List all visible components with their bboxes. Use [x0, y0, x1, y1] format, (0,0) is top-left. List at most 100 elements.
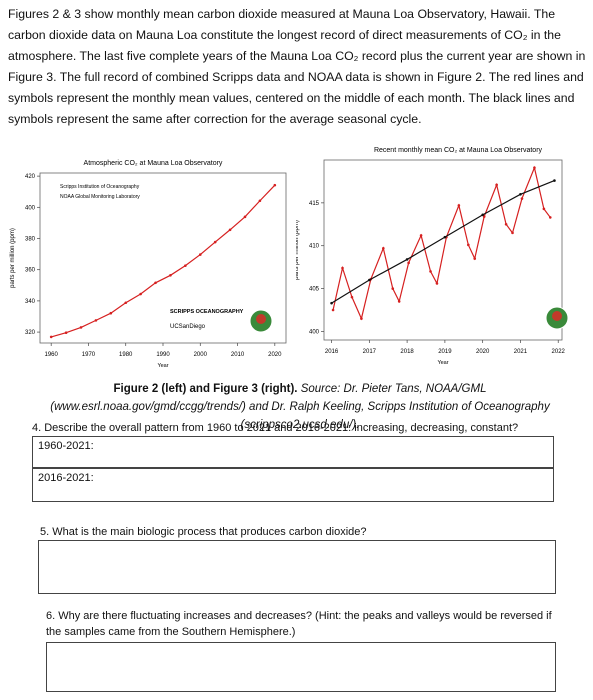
- series-line: [332, 165, 551, 321]
- x-label: Year: [437, 360, 448, 366]
- x-tick-label: 1990: [156, 352, 170, 358]
- annotation: SCRIPPS OCEANOGRAPHY: [170, 309, 244, 315]
- series-point: [407, 261, 410, 265]
- plot-frame: [323, 159, 563, 341]
- y-tick-label: 405: [309, 287, 320, 293]
- answer-box[interactable]: [46, 642, 556, 692]
- chart-title: Atmospheric CO₂ at Mauna Loa Observatory: [84, 160, 223, 167]
- series-point: [553, 179, 556, 182]
- x-tick-label: 2021: [514, 349, 528, 355]
- series-point: [419, 234, 423, 237]
- series-point: [139, 292, 142, 296]
- series-point: [533, 166, 536, 170]
- annotation: Scripps Institution of Oceanography: [60, 184, 140, 190]
- annotation: UCSanDiego: [170, 324, 206, 330]
- y-tick-label: 410: [309, 244, 320, 250]
- y-tick-label: 400: [309, 329, 320, 335]
- series-point: [341, 266, 344, 270]
- series-point: [504, 222, 508, 226]
- x-tick-label: 2010: [231, 352, 245, 358]
- y-tick-label: 320: [25, 330, 36, 336]
- question: 5. What is the main biologic process tha…: [40, 526, 367, 538]
- y-tick-label: 360: [25, 268, 36, 274]
- series-point: [94, 319, 98, 322]
- caption-text: Source: Dr. Pieter Tans, NOAA/GML (www.e…: [50, 383, 550, 431]
- series-point: [473, 257, 477, 260]
- series-point: [243, 215, 247, 219]
- x-tick-label: 2022: [552, 349, 566, 355]
- x-tick-label: 2018: [400, 349, 414, 355]
- series-point: [198, 253, 202, 256]
- box-label: 1960-2021:: [38, 440, 94, 452]
- y-tick-label: 420: [25, 174, 36, 180]
- series-point: [467, 243, 470, 247]
- annotation: NOAA Global Monitoring Laboratory: [60, 194, 140, 200]
- series-point: [457, 204, 461, 207]
- y-tick-label: 415: [309, 201, 320, 207]
- chart-left: Atmospheric CO₂ at Mauna Loa Observatory…: [10, 160, 287, 369]
- series-point: [64, 331, 68, 335]
- x-tick-label: 2020: [476, 349, 490, 355]
- series-point: [228, 228, 232, 232]
- y-label: parts per million (ppm): [296, 220, 300, 280]
- series-point: [382, 246, 385, 250]
- x-tick-label: 1980: [119, 352, 133, 358]
- series-point: [391, 287, 395, 290]
- series-point: [331, 308, 335, 312]
- series-point: [330, 301, 333, 305]
- series-point: [548, 216, 552, 219]
- series-point: [124, 301, 128, 305]
- series-point: [519, 192, 522, 196]
- caption-bold: Figure 2 (left) and Figure 3 (right).: [113, 383, 298, 395]
- answer-box[interactable]: [38, 540, 556, 594]
- series-point: [482, 215, 486, 218]
- series-point: [435, 282, 439, 285]
- series-point: [360, 317, 363, 320]
- series-point: [368, 278, 371, 282]
- series-point: [495, 183, 498, 187]
- x-tick-label: 2019: [438, 349, 452, 355]
- caption: Figure 2 (left) and Figure 3 (right). So…: [20, 380, 580, 434]
- series-point: [79, 326, 83, 329]
- series-point: [542, 207, 546, 211]
- x-tick-label: 2020: [268, 352, 282, 358]
- answer-box[interactable]: 2016-2021:: [32, 468, 554, 502]
- x-tick-label: 1960: [45, 352, 59, 358]
- y-tick-label: 340: [25, 299, 36, 305]
- answer-box[interactable]: 1960-2021:: [32, 436, 554, 468]
- question: 6. Why are there fluctuating increases a…: [46, 610, 552, 638]
- series-point: [481, 213, 484, 217]
- series-point: [429, 270, 432, 273]
- series-point: [169, 274, 172, 277]
- series-line: [51, 184, 276, 338]
- logo-core: [256, 314, 266, 324]
- x-tick-label: 2017: [363, 349, 377, 355]
- intro: Figures 2 & 3 show monthly mean carbon d…: [8, 7, 586, 126]
- question: 4. Describe the overall pattern from 196…: [32, 422, 519, 434]
- y-tick-label: 380: [25, 237, 36, 243]
- x-tick-label: 1970: [82, 352, 96, 358]
- series-point: [443, 235, 447, 239]
- series-point: [49, 335, 53, 339]
- x-label: Year: [157, 363, 168, 369]
- series-point: [273, 183, 277, 187]
- series-point: [154, 281, 157, 285]
- series-point: [350, 295, 354, 299]
- series-point: [109, 311, 113, 315]
- logo-core: [552, 311, 562, 321]
- series-point: [520, 197, 524, 200]
- box-label: 2016-2021:: [38, 472, 94, 484]
- series-point: [258, 199, 262, 203]
- y-tick-label: 400: [25, 205, 36, 211]
- series-point: [213, 240, 217, 244]
- series-point: [511, 231, 514, 235]
- series-point: [405, 258, 409, 261]
- y-label: parts per million (ppm): [10, 228, 16, 288]
- x-tick-label: 2000: [194, 352, 208, 358]
- x-tick-label: 2016: [325, 349, 339, 355]
- chart-right: Recent monthly mean CO₂ at Mauna Loa Obs…: [296, 147, 569, 366]
- chart-title: Recent monthly mean CO₂ at Mauna Loa Obs…: [374, 147, 543, 154]
- series-point: [397, 300, 401, 303]
- series-point: [184, 264, 187, 267]
